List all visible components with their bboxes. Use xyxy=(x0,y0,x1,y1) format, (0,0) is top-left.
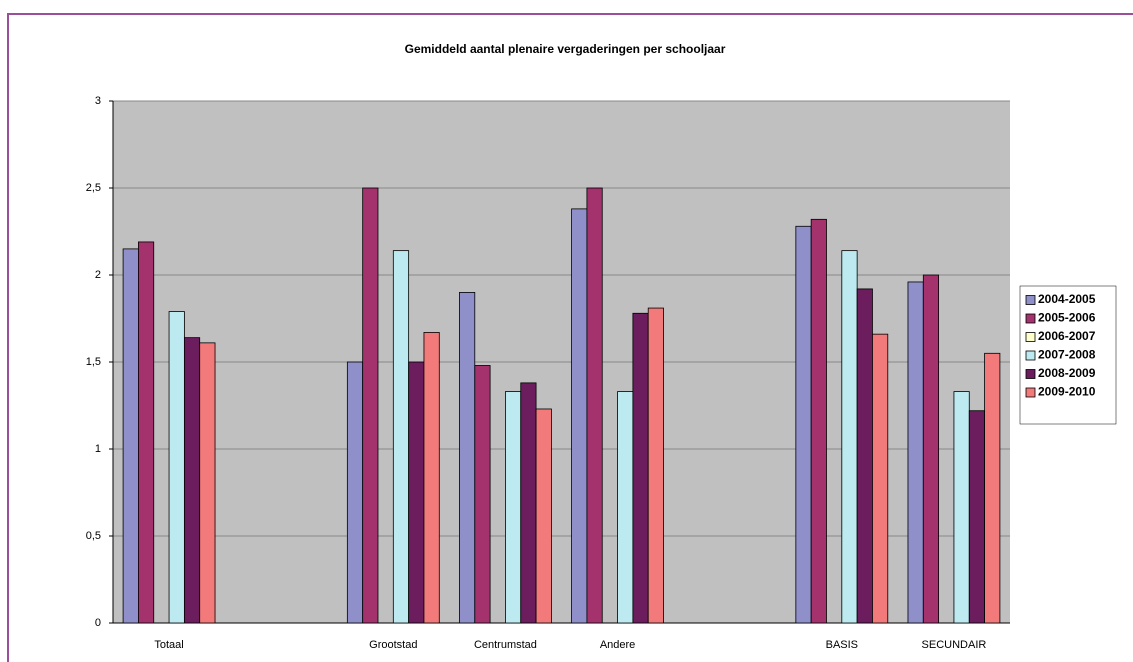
bar xyxy=(505,391,522,624)
legend-label: 2009-2010 xyxy=(1038,385,1096,399)
legend-swatch xyxy=(1025,369,1036,379)
bar xyxy=(392,250,410,624)
legend-label: 2006-2007 xyxy=(1038,329,1096,343)
bar xyxy=(408,361,425,624)
bar xyxy=(632,312,649,624)
bar xyxy=(647,307,664,624)
legend-label: 2008-2009 xyxy=(1038,366,1096,380)
bar xyxy=(520,382,537,624)
bar xyxy=(138,241,155,624)
y-tick-label: 2,5 xyxy=(86,182,101,194)
legend-swatch xyxy=(1025,295,1036,305)
y-tick-label: 0 xyxy=(95,617,101,629)
bar xyxy=(122,248,139,624)
y-tick-label: 0,5 xyxy=(86,530,101,542)
legend-label: 2005-2006 xyxy=(1038,311,1096,325)
legend-swatch xyxy=(1025,313,1036,324)
bar xyxy=(856,288,873,624)
bar xyxy=(586,187,603,624)
bar xyxy=(423,332,440,624)
bar xyxy=(535,408,552,624)
bar xyxy=(810,218,827,624)
bar xyxy=(984,352,1001,624)
x-tick-label: Centrumstad xyxy=(474,639,537,651)
bar xyxy=(968,410,985,624)
x-tick-label: BASIS xyxy=(826,639,858,651)
legend-swatch xyxy=(1025,387,1036,398)
legend-swatch xyxy=(1025,332,1036,342)
bar xyxy=(183,337,201,624)
y-tick-label: 3 xyxy=(95,95,101,107)
bar xyxy=(459,291,476,624)
y-tick-label: 1,5 xyxy=(86,356,101,368)
bar xyxy=(617,391,634,624)
bar xyxy=(795,225,812,624)
bar xyxy=(922,274,940,624)
legend xyxy=(1019,285,1117,425)
bar xyxy=(571,208,588,624)
chart-title: Gemiddeld aantal plenaire vergaderingen … xyxy=(405,42,726,56)
x-tick-label: Totaal xyxy=(154,639,183,651)
y-tick-label: 1 xyxy=(95,443,101,455)
legend-swatch xyxy=(1025,350,1036,361)
legend-label: 2007-2008 xyxy=(1038,348,1096,362)
bar xyxy=(168,311,185,624)
bar xyxy=(841,250,858,624)
bar xyxy=(362,187,379,624)
bar xyxy=(872,333,889,624)
y-tick-label: 2 xyxy=(95,269,101,281)
x-tick-label: Andere xyxy=(600,639,635,651)
bar xyxy=(907,281,924,624)
bar xyxy=(346,361,364,624)
legend-label: 2004-2005 xyxy=(1038,292,1096,306)
bar xyxy=(953,391,970,624)
bar xyxy=(199,342,216,624)
x-tick-label: Grootstad xyxy=(369,639,417,651)
x-tick-label: SECUNDAIR xyxy=(922,639,987,651)
legend-box xyxy=(1019,285,1117,425)
bar xyxy=(474,365,491,624)
